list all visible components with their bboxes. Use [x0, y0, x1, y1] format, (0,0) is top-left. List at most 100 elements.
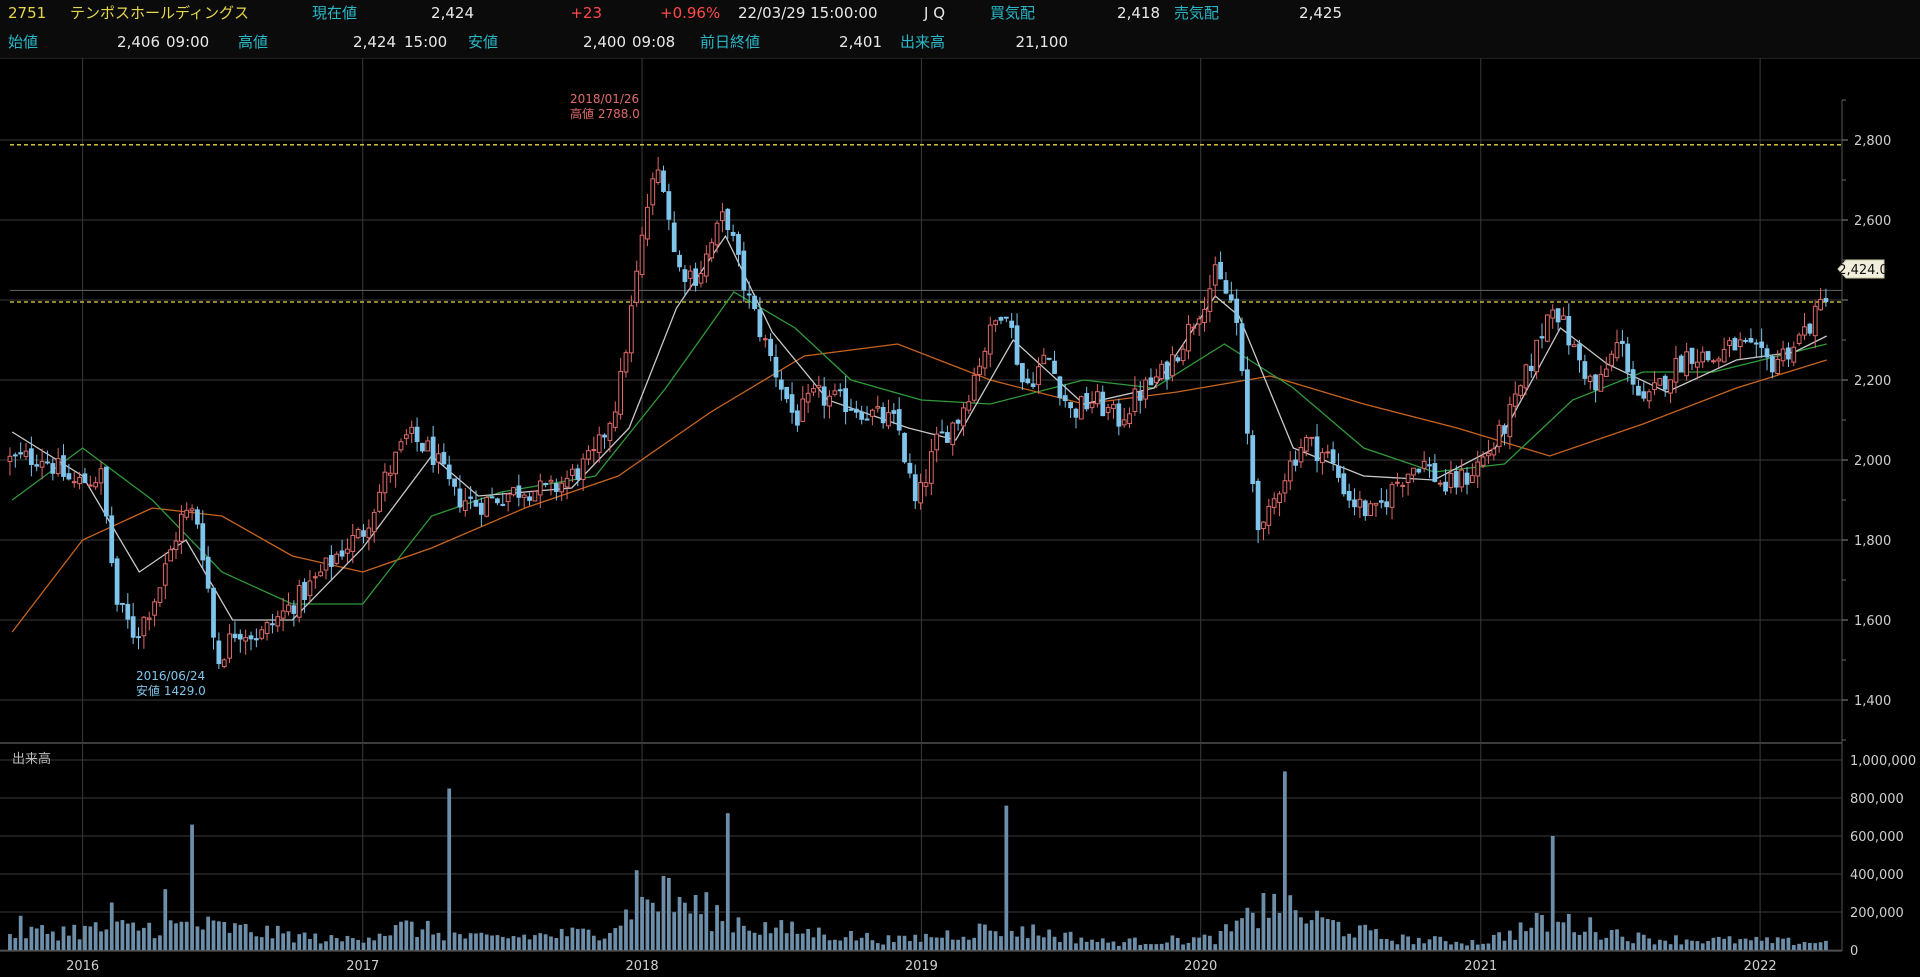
- candle-body: [516, 485, 522, 498]
- volume-bar: [1770, 943, 1775, 950]
- volume-bar: [1668, 944, 1673, 950]
- candle-body: [725, 208, 731, 231]
- guide-lines: [10, 144, 1842, 303]
- volume-bar: [249, 932, 253, 950]
- candle-body: [1170, 354, 1175, 377]
- volume-bar: [420, 929, 425, 950]
- x-tick-label: 2019: [905, 959, 938, 974]
- candle-body: [639, 234, 645, 275]
- candle-body: [1791, 346, 1797, 363]
- ask-value: 2,425: [1299, 4, 1342, 22]
- candle-body: [1062, 395, 1068, 402]
- volume-bar: [1218, 931, 1223, 950]
- volume-bar: [1245, 907, 1250, 950]
- candle-body: [955, 419, 961, 424]
- candle-body: [907, 462, 913, 474]
- volume-bar: [1143, 943, 1148, 950]
- volume-bar: [1540, 915, 1544, 950]
- candle-body: [1153, 376, 1159, 383]
- volume-bar: [441, 940, 446, 950]
- candle-body: [816, 385, 822, 389]
- candle-body: [1255, 480, 1261, 531]
- volume-bar: [463, 938, 468, 950]
- volume-bar: [881, 944, 885, 950]
- candle-body: [1159, 363, 1165, 380]
- candle-body: [1014, 325, 1020, 365]
- candle-body: [29, 448, 34, 465]
- candle-body: [859, 411, 865, 420]
- volume-bar: [1175, 937, 1180, 950]
- volume-bar: [827, 940, 832, 950]
- volume-bar: [479, 932, 484, 950]
- volume-bar: [286, 931, 291, 950]
- volume-bar: [1604, 937, 1609, 950]
- volume-bar: [1765, 937, 1769, 950]
- volume-bar: [399, 921, 403, 950]
- candle-body: [1652, 382, 1657, 391]
- volume-bar: [924, 933, 928, 950]
- candle-body: [82, 473, 88, 484]
- candle-body: [1330, 449, 1336, 464]
- volume-bar: [45, 933, 50, 950]
- candle-body: [1603, 368, 1609, 377]
- volume-bar: [666, 877, 671, 950]
- candle-body: [1234, 298, 1240, 323]
- candle-body: [1095, 391, 1100, 405]
- candle-body: [971, 374, 977, 401]
- high-label: 高値: [238, 33, 269, 51]
- candle-body: [1384, 501, 1390, 508]
- volume-tick-label: 1,000,000: [1850, 754, 1916, 769]
- volume-bar: [1475, 944, 1480, 950]
- volume-bar: [415, 937, 419, 950]
- volume-bar: [254, 936, 259, 950]
- volume-bar: [779, 920, 784, 950]
- volume-bar: [56, 940, 61, 950]
- candle-body: [1303, 437, 1309, 452]
- volume-bar: [1197, 937, 1202, 950]
- candle-body: [136, 636, 141, 639]
- volume-bar: [1395, 944, 1400, 950]
- volume-bar: [1288, 895, 1293, 950]
- volume-bar: [1159, 943, 1164, 950]
- candle-body: [752, 295, 757, 310]
- volume-bar: [1625, 941, 1630, 950]
- volume-bar: [329, 935, 334, 950]
- volume-bar: [581, 928, 586, 950]
- quote-datetime: 22/03/29 15:00:00: [738, 4, 878, 22]
- candle-body: [1764, 348, 1770, 358]
- volume-bar: [795, 933, 800, 950]
- volume-bar: [8, 934, 12, 950]
- volume-bar: [1727, 936, 1732, 950]
- candle-body: [45, 461, 50, 464]
- volume-bar: [340, 941, 344, 950]
- volume-bar: [1272, 893, 1277, 950]
- candle-body: [1395, 481, 1400, 484]
- candle-body: [1057, 376, 1063, 399]
- y-tick-label: 1,600: [1854, 614, 1891, 629]
- change-value: +23: [570, 4, 602, 22]
- volume-bar: [458, 934, 462, 950]
- candle-body: [736, 234, 741, 255]
- volume-bars: [8, 771, 1828, 950]
- volume-bar: [725, 813, 730, 950]
- candle-body: [120, 602, 125, 605]
- candle-body: [457, 488, 463, 508]
- volume-bar: [1266, 917, 1271, 950]
- volume-bar: [661, 875, 666, 950]
- volume-bar: [474, 933, 478, 950]
- candle-body: [227, 633, 232, 659]
- candle-body: [350, 535, 356, 553]
- candle-body: [912, 474, 918, 502]
- candle-body: [961, 407, 966, 427]
- candle-body: [446, 464, 452, 480]
- volume-bar: [1534, 912, 1539, 950]
- bid-value: 2,418: [1117, 4, 1160, 22]
- volume-bar: [227, 932, 232, 950]
- candle-body: [468, 496, 474, 499]
- candle-body: [1727, 340, 1732, 347]
- volume-bar: [902, 935, 907, 950]
- volume-bar: [1433, 936, 1437, 950]
- open-time: 09:00: [166, 33, 210, 51]
- candle-body: [1544, 314, 1550, 342]
- ma-short-line: [11, 234, 1827, 621]
